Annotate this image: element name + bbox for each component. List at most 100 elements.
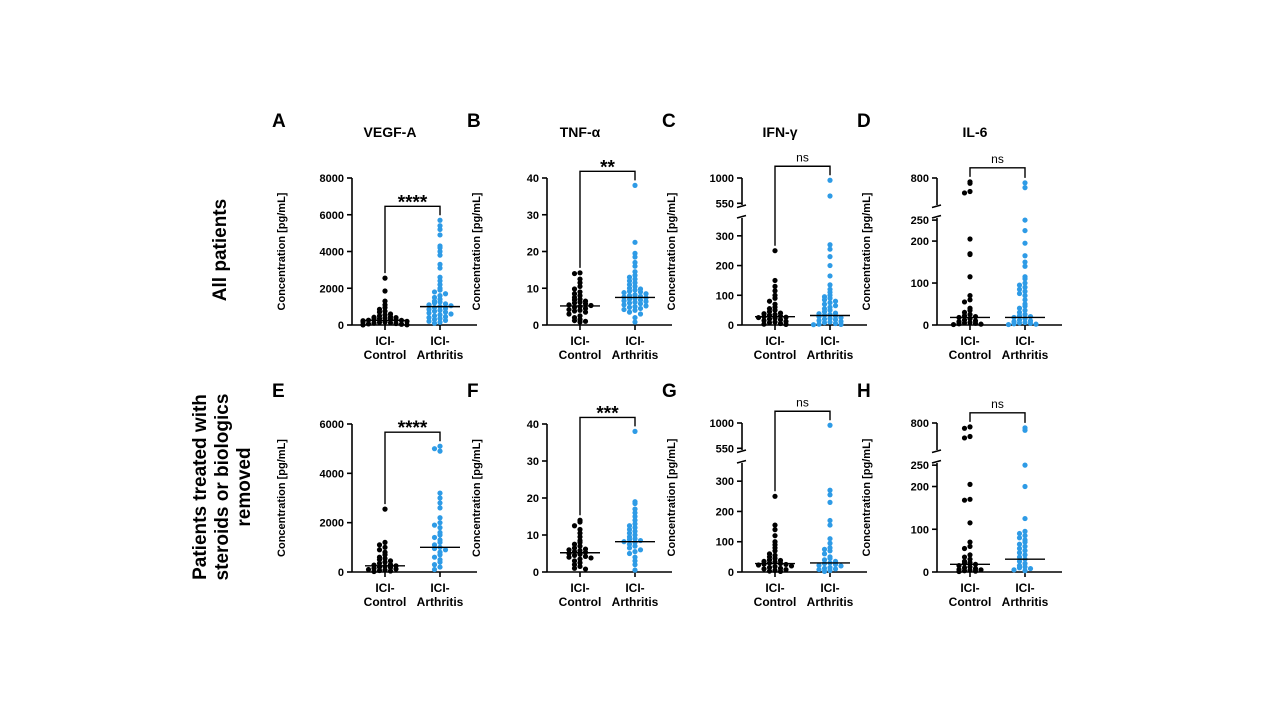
data-point [827,295,833,301]
group-label-line: Control [754,595,797,609]
y-tick-label: 0 [728,320,734,332]
data-point [961,299,968,305]
data-point [582,553,589,560]
data-point [967,567,973,573]
data-point [967,293,973,299]
data-point [766,316,773,322]
y-tick-label: 100 [716,290,734,302]
significance-bracket [969,167,1026,178]
row-label-line: Patients treated with [190,394,211,580]
data-point [632,536,638,542]
data-point [632,307,638,313]
series-control [560,270,600,325]
data-point [1022,217,1028,223]
panel-title: TNF-α [560,124,601,140]
data-point [827,300,833,306]
data-point [827,193,833,199]
data-point [967,311,973,318]
data-point [761,321,767,327]
data-point [761,317,767,324]
group-label-line: ICI- [765,334,784,348]
data-point [632,315,638,321]
data-point [1016,530,1023,537]
data-point [437,312,443,318]
data-point [1022,539,1028,545]
data-point [571,300,578,306]
data-point [442,314,449,320]
axis-break-mark [931,449,942,454]
data-point [566,306,572,313]
y-tick-label: 100 [911,278,929,290]
data-point [442,317,449,324]
significance-bracket [579,416,636,516]
data-point [1027,565,1034,572]
data-point [577,519,583,525]
data-point [1022,462,1028,468]
data-point [431,566,438,573]
group-label-control: ICI-Control [754,581,797,609]
data-point [626,530,633,536]
panel-letter: D [857,111,871,132]
data-point [821,320,828,326]
data-point [838,321,844,328]
data-point [437,315,443,322]
y-tick-label: 4000 [320,247,344,259]
group-label-line: Control [364,595,407,609]
data-point [772,555,778,561]
data-point [626,541,633,547]
data-point [1022,568,1028,574]
y-axis-label: Concentration [pg/mL] [471,439,483,557]
data-point [376,557,383,563]
data-point [626,309,633,315]
series-control [560,517,600,572]
data-point [1022,263,1028,269]
y-tick-label: 40 [527,419,539,431]
group-label-line: ICI- [960,581,979,595]
data-point [448,303,454,309]
data-point [821,568,828,574]
data-point [1016,541,1023,547]
y-tick-label: 0 [338,320,344,332]
data-point [967,188,973,195]
group-label-control: ICI-Control [364,334,407,362]
data-point [827,492,833,498]
data-point [577,289,583,295]
data-point [967,297,973,303]
data-point [1022,564,1028,570]
data-point [827,517,833,524]
data-point [1022,227,1028,234]
data-point [821,297,828,303]
data-point [632,250,638,256]
data-point [821,309,828,315]
series-control [755,493,795,574]
data-point [431,300,438,306]
data-point [382,304,388,311]
panel-title: VEGF-A [364,124,417,140]
data-point [626,523,633,529]
row-label-line: removed [234,447,255,526]
data-point [632,280,638,286]
data-point [632,549,638,555]
panel-a: A VEGF-A Concentration [pg/mL] 0 2000 4000 600… [272,111,477,362]
group-label-line: Arthritis [417,348,464,362]
data-point [1022,297,1028,303]
data-point [777,320,784,327]
data-point [382,544,388,550]
data-point [382,552,388,558]
data-point [632,562,638,568]
data-point [1011,321,1017,327]
panel-g: G Concentration [pg/mL] 0 100 200 300 550 1000 I… [662,381,867,609]
significance-label: *** [596,403,619,424]
data-point [382,567,388,573]
data-point [1022,253,1028,259]
y-tick-label: 10 [527,530,539,542]
data-point [816,321,822,327]
data-point [632,182,638,188]
data-point [626,304,633,310]
data-point [632,304,638,310]
y-tick-label: 6000 [320,419,344,431]
data-point [431,446,438,452]
data-point [816,566,822,573]
data-point [376,547,383,553]
